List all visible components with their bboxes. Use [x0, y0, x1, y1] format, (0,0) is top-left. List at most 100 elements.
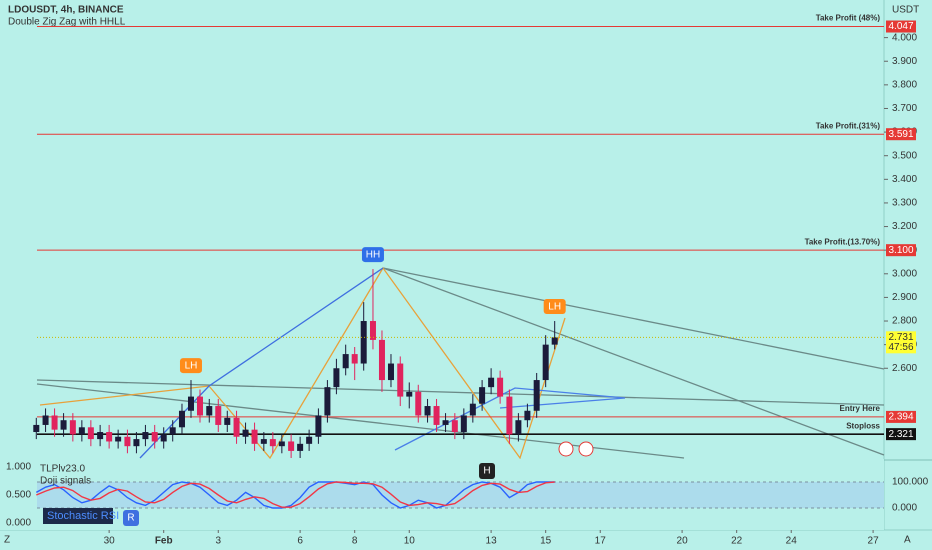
osc-left-tick-label: 0.000 — [6, 518, 31, 529]
candle-body — [497, 377, 504, 397]
x-tick-label: 3 — [215, 536, 221, 547]
band — [37, 482, 884, 508]
candle-body — [278, 441, 285, 447]
osc-left-tick-label: 0.500 — [6, 490, 31, 501]
x-tick-label: 13 — [486, 536, 498, 547]
candle-body — [378, 339, 385, 381]
osc-name: Stochastic RSI — [47, 510, 119, 522]
y-tick-label: 3.200 — [892, 221, 917, 232]
candle-body — [206, 406, 213, 416]
candle-body — [442, 420, 449, 425]
symbol: LDOUSDT, 4h, BINANCE — [8, 5, 124, 16]
price-box-label: 3.100 — [888, 245, 913, 256]
x-tick-label: 10 — [404, 536, 416, 547]
candle-body — [469, 403, 476, 416]
osc-left-tick-label: 1.000 — [6, 462, 31, 473]
y-tick-label: 3.900 — [892, 56, 917, 67]
candle-body — [115, 436, 122, 442]
candle-body — [460, 415, 467, 433]
x-tick-label: 24 — [786, 536, 798, 547]
osc-line — [35, 481, 555, 509]
candle-body — [215, 406, 222, 425]
price-box — [886, 20, 916, 33]
candle-body — [451, 420, 458, 433]
y-tick-label: 2.800 — [892, 316, 917, 327]
candle-body — [369, 321, 376, 340]
candle-body — [515, 420, 522, 435]
price-box — [886, 410, 916, 423]
x-tick-label: 22 — [731, 536, 743, 547]
candle-body — [242, 429, 249, 437]
x-tick-label: 27 — [868, 536, 880, 547]
candle-body — [387, 363, 394, 381]
osc-title: TLPlv23.0 — [40, 464, 85, 475]
candle-body — [97, 432, 104, 440]
candle-body — [69, 420, 76, 435]
price-box-label: 3.591 — [888, 129, 913, 140]
candle-body — [160, 434, 167, 442]
pivot-badge — [179, 358, 202, 374]
candle-body — [288, 441, 295, 451]
candle-body — [433, 406, 440, 425]
candle-body — [333, 368, 340, 388]
candle-body — [542, 344, 549, 381]
y-tick-label: 4.000 — [892, 32, 917, 43]
level-name: Stoploss — [846, 421, 880, 430]
candle-body — [42, 415, 49, 425]
y-tick-label: 3.000 — [892, 268, 917, 279]
price-box — [886, 428, 916, 441]
level-name: Take Profit.(13.70%) — [805, 237, 881, 246]
candle-body — [78, 427, 85, 435]
candle-body — [224, 417, 231, 425]
osc-marker-label: R — [127, 513, 134, 524]
candle-body — [60, 420, 67, 430]
corner[interactable]: Z — [4, 535, 10, 546]
candle-body — [196, 396, 203, 416]
icon[interactable] — [578, 441, 594, 457]
x-tick-label: 20 — [677, 536, 689, 547]
osc-marker — [123, 510, 139, 526]
x-tick-label: 17 — [595, 536, 607, 547]
candle-body — [306, 436, 313, 444]
price-box — [886, 331, 916, 354]
candle-body — [533, 380, 540, 411]
candle-body — [324, 387, 331, 416]
price-box-label: 2.394 — [888, 412, 913, 423]
osc-tick-label: 0.000 — [892, 503, 917, 514]
osc-name-box — [43, 508, 113, 524]
candle-body — [233, 417, 240, 437]
candle-body — [415, 391, 422, 416]
pivot-label: HH — [366, 250, 380, 261]
pivot-label: LH — [548, 302, 561, 313]
candle-body — [524, 410, 531, 421]
corner[interactable]: A — [904, 535, 911, 546]
candle-body — [169, 427, 176, 435]
candle-body — [187, 396, 194, 411]
candle-body — [488, 377, 495, 388]
y-tick-label: 2.900 — [892, 292, 917, 303]
candle-body — [297, 443, 304, 451]
candle-body — [251, 429, 258, 444]
last-price-label: 2.731 — [888, 332, 913, 343]
candle-body — [342, 354, 349, 369]
x-tick-label: 8 — [352, 536, 358, 547]
x-tick-label: 30 — [104, 536, 116, 547]
y-tick-label: 2.600 — [892, 363, 917, 374]
osc-line — [36, 481, 555, 508]
candle-body — [87, 427, 94, 440]
x-tick-label: 6 — [297, 536, 303, 547]
candle-body — [33, 424, 40, 433]
icon[interactable] — [558, 441, 574, 457]
x-tick-label: 15 — [540, 536, 552, 547]
candle-body — [406, 391, 413, 397]
y-tick-label: 3.500 — [892, 150, 917, 161]
price-box-label: 2.321 — [888, 429, 913, 440]
candle-body — [360, 321, 367, 364]
candle-body — [51, 415, 58, 430]
price-box — [886, 244, 916, 257]
candle-body — [351, 354, 358, 364]
pivot-badge — [361, 247, 384, 263]
candle-body — [142, 432, 149, 440]
